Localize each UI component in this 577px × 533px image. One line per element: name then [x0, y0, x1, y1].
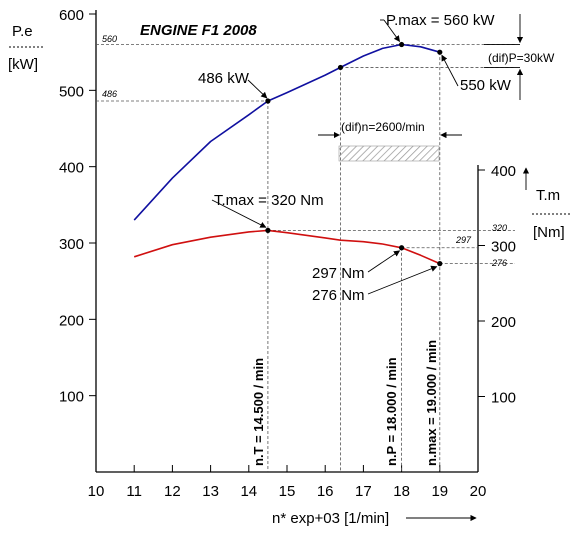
p550-leader — [441, 54, 459, 87]
t276-annotation: 276 Nm — [312, 287, 365, 304]
ref-276-label: 276 — [491, 258, 507, 268]
y-left-tick-label: 400 — [59, 160, 84, 177]
y-left-tick-label: 600 — [59, 7, 84, 24]
x-tick-label: 10 — [88, 483, 105, 500]
ref-320-label: 320 — [492, 223, 507, 233]
y-right-tick-label: 200 — [491, 314, 516, 331]
x-tick-label: 13 — [202, 483, 219, 500]
p486-annotation: 486 kW — [198, 70, 250, 87]
arrows — [211, 14, 530, 522]
difn-annotation: (dif)n=2600/min — [341, 120, 425, 134]
x-axis-label: n* exp+03 [1/min] — [272, 510, 389, 527]
nmax-label: n.max = 19.000 / min — [424, 340, 439, 466]
difP-annotation: (dif)P=30kW — [488, 51, 555, 65]
nP-label: n.P = 18.000 / min — [384, 357, 399, 466]
data-point — [265, 227, 271, 233]
x-tick-label: 14 — [240, 483, 257, 500]
guide-lines — [96, 44, 515, 472]
pmax-annotation: P.max = 560 kW — [386, 12, 495, 29]
right-axis-unit: [Nm] — [533, 224, 565, 241]
t276-leader — [367, 265, 438, 295]
x-tick-label: 17 — [355, 483, 372, 500]
y-left-tick-labels: 100 200 300 400 500 600 — [59, 7, 84, 406]
ref-560-label: 560 — [102, 34, 117, 44]
x-tick-label: 16 — [317, 483, 334, 500]
y-left-tick-label: 500 — [59, 83, 84, 100]
ref-297-label: 297 — [455, 235, 472, 245]
chart-title: ENGINE F1 2008 — [140, 22, 257, 39]
t297-annotation: 297 Nm — [312, 265, 365, 282]
t297-leader — [367, 250, 401, 273]
y-left-tick-label: 200 — [59, 312, 84, 329]
p550-annotation: 550 kW — [460, 77, 512, 94]
y-right-tick-label: 100 — [491, 390, 516, 407]
p486-leader — [247, 79, 268, 99]
nT-label: n.T = 14.500 / min — [251, 358, 266, 466]
tmax-annotation: T.max = 320 Nm — [214, 192, 324, 209]
x-tick-label: 11 — [126, 483, 142, 500]
data-point — [437, 49, 443, 55]
x-tick-label: 15 — [279, 483, 296, 500]
y-right-tick-labels: 100 200 300 400 — [491, 163, 516, 407]
x-tick-label: 20 — [470, 483, 487, 500]
x-tick-labels: 10 11 12 13 14 15 16 17 18 19 20 — [88, 483, 487, 500]
left-axis-unit: [kW] — [8, 56, 38, 73]
data-point — [265, 98, 271, 104]
data-points — [265, 41, 443, 267]
axes — [95, 10, 479, 473]
left-axis-label: P.e — [12, 23, 33, 40]
pmax-leader-2 — [383, 19, 400, 43]
ref-486-label: 486 — [102, 89, 117, 99]
y-right-tick-label: 400 — [491, 163, 516, 180]
data-point — [399, 245, 405, 251]
data-point — [437, 261, 443, 267]
data-point — [337, 64, 344, 71]
y-left-tick-label: 300 — [59, 236, 84, 253]
x-tick-label: 12 — [164, 483, 181, 500]
right-axis-label: T.m — [536, 187, 560, 204]
data-point — [399, 41, 405, 48]
y-left-tick-label: 100 — [59, 389, 84, 406]
x-tick-label: 18 — [393, 483, 410, 500]
delta-n-hatch-box — [338, 145, 440, 162]
y-right-tick-label: 300 — [491, 239, 516, 256]
torque-line — [133, 229, 441, 265]
tmax-leader — [211, 199, 267, 228]
x-tick-label: 19 — [431, 483, 448, 500]
